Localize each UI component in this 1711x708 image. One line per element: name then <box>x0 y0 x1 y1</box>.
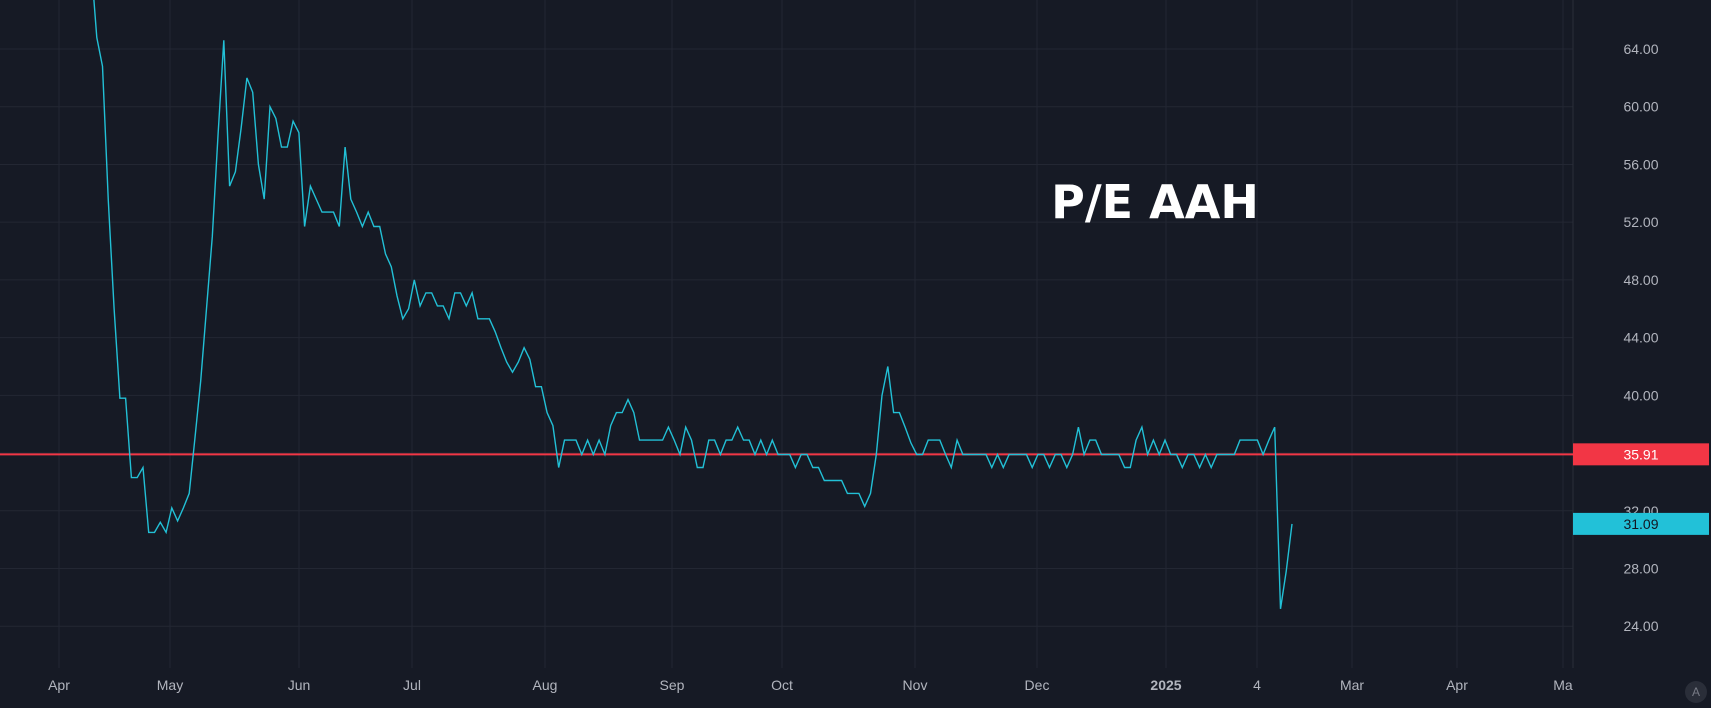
y-tick-label: 52.00 <box>1623 214 1658 230</box>
x-tick-label: Jun <box>288 677 311 693</box>
chart-title: P/E AAH <box>1051 175 1259 229</box>
y-tick-label: 24.00 <box>1623 618 1658 634</box>
auto-scale-button[interactable]: A <box>1685 681 1707 703</box>
y-tick-label: 56.00 <box>1623 156 1658 172</box>
x-tick-label: Nov <box>903 677 928 693</box>
x-tick-label: Apr <box>48 677 70 693</box>
x-tick-label: Ma <box>1553 677 1573 693</box>
series-line-pe <box>93 0 1293 610</box>
x-tick-label: Jul <box>403 677 421 693</box>
x-tick-label: 2025 <box>1150 677 1181 693</box>
y-tick-label: 28.00 <box>1623 560 1658 576</box>
last-value-label: 31.09 <box>1623 516 1658 532</box>
x-tick-label: Dec <box>1025 677 1050 693</box>
reference-value-tag: 35.91 <box>1573 443 1709 466</box>
x-tick-label: Apr <box>1446 677 1468 693</box>
y-tick-label: 48.00 <box>1623 272 1658 288</box>
grid <box>0 0 1573 668</box>
reference-value-label: 35.91 <box>1623 446 1658 462</box>
price-axis[interactable]: 64.0060.0056.0052.0048.0044.0040.0032.00… <box>1623 41 1658 634</box>
x-tick-label: May <box>157 677 183 693</box>
y-tick-label: 60.00 <box>1623 99 1658 115</box>
x-tick-label: Oct <box>771 677 793 693</box>
x-tick-label: Aug <box>533 677 558 693</box>
last-value-tag: 31.09 <box>1573 512 1709 535</box>
x-tick-label: 4 <box>1253 677 1261 693</box>
x-tick-label: Mar <box>1340 677 1364 693</box>
y-tick-label: 64.00 <box>1623 41 1658 57</box>
time-axis[interactable]: Apr May Jun Jul Aug Sep Oct Nov Dec 2025 4 Mar Apr Ma <box>48 670 1711 708</box>
y-tick-label: 44.00 <box>1623 330 1658 346</box>
y-tick-label: 40.00 <box>1623 387 1658 403</box>
x-tick-label: Sep <box>660 677 685 693</box>
